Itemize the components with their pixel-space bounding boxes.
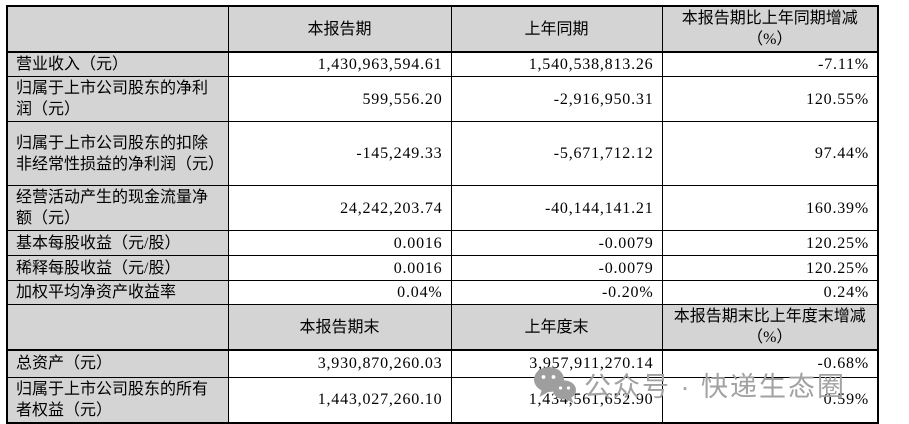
prior-value: -2,916,950.31 [450, 76, 663, 122]
current-value: 1,443,027,260.10 [227, 376, 452, 423]
col-header-current-period-end: 本报告期末 [227, 304, 452, 351]
prior-value: -0.20% [450, 280, 663, 305]
row-label: 经营活动产生的现金流量净额（元） [6, 185, 229, 231]
table-row-basic-eps: 基本每股收益（元/股） 0.0016 -0.0079 120.25% [6, 230, 879, 256]
current-value: 3,930,870,260.03 [227, 349, 452, 378]
current-value: 0.0016 [227, 255, 452, 281]
prior-value: -40,144,141.21 [450, 185, 663, 231]
col-header-period-change: 本报告期比上年同期增减 （%） [661, 5, 879, 53]
row-label: 归属于上市公司股东的净利润（元） [6, 76, 229, 122]
key-financials-table: 本报告期 上年同期 本报告期比上年同期增减 （%） 营业收入（元） 1,430,… [6, 5, 879, 424]
change-value: 120.25% [661, 255, 879, 281]
period-header-row: 本报告期 上年同期 本报告期比上年同期增减 （%） [6, 5, 879, 53]
current-value: -145,249.33 [227, 121, 452, 186]
row-label: 归属于上市公司股东的扣除非经常性损益的净利润（元） [6, 121, 229, 186]
prior-value: -0.0079 [450, 255, 663, 281]
table-row-operating-cash-flow: 经营活动产生的现金流量净额（元） 24,242,203.74 -40,144,1… [6, 185, 879, 231]
corner-cell [6, 5, 229, 53]
table-row-owners-equity: 归属于上市公司股东的所有者权益（元） 1,443,027,260.10 1,43… [6, 376, 879, 423]
change-value: 0.24% [661, 280, 879, 305]
change-value: -0.68% [661, 349, 879, 378]
change-value: 120.55% [661, 76, 879, 122]
col-header-period-change-line1: 本报告期比上年同期增减 [681, 10, 858, 27]
change-value: 0.59% [661, 376, 879, 423]
table-row-revenue: 营业收入（元） 1,430,963,594.61 1,540,538,813.2… [6, 51, 879, 77]
row-label: 稀释每股收益（元/股） [6, 255, 229, 281]
table-row-weighted-avg-roe: 加权平均净资产收益率 0.04% -0.20% 0.24% [6, 280, 879, 305]
col-header-current-period: 本报告期 [227, 5, 452, 53]
prior-value: 1,540,538,813.26 [450, 51, 663, 77]
change-value: 120.25% [661, 230, 879, 256]
row-label: 营业收入（元） [6, 51, 229, 77]
col-header-prior-year-end: 上年度末 [450, 304, 663, 351]
row-label: 总资产（元） [6, 349, 229, 378]
prior-value: 1,434,561,652.90 [450, 376, 663, 423]
change-value: 97.44% [661, 121, 879, 186]
prior-value: 3,957,911,270.14 [450, 349, 663, 378]
col-header-period-end-change-line1: 本报告期末比上年度末增减 [673, 308, 866, 325]
change-value: 160.39% [661, 185, 879, 231]
period-end-header-row: 本报告期末 上年度末 本报告期末比上年度末增减 （%） [6, 304, 879, 351]
col-header-prior-period: 上年同期 [450, 5, 663, 53]
table-row-net-profit: 归属于上市公司股东的净利润（元） 599,556.20 -2,916,950.3… [6, 76, 879, 122]
row-label: 归属于上市公司股东的所有者权益（元） [6, 376, 229, 423]
current-value: 0.0016 [227, 230, 452, 256]
prior-value: -5,671,712.12 [450, 121, 663, 186]
change-value: -7.11% [661, 51, 879, 77]
col-header-period-end-change-line2: （%） [747, 329, 793, 346]
table-row-diluted-eps: 稀释每股收益（元/股） 0.0016 -0.0079 120.25% [6, 255, 879, 281]
col-header-period-end-change: 本报告期末比上年度末增减 （%） [661, 304, 879, 351]
table-row-adjusted-net-profit: 归属于上市公司股东的扣除非经常性损益的净利润（元） -145,249.33 -5… [6, 121, 879, 186]
current-value: 1,430,963,594.61 [227, 51, 452, 77]
current-value: 0.04% [227, 280, 452, 305]
col-header-period-change-line2: （%） [747, 31, 793, 48]
row-label: 加权平均净资产收益率 [6, 280, 229, 305]
current-value: 24,242,203.74 [227, 185, 452, 231]
row-label: 基本每股收益（元/股） [6, 230, 229, 256]
current-value: 599,556.20 [227, 76, 452, 122]
corner-cell [6, 304, 229, 351]
table-row-total-assets: 总资产（元） 3,930,870,260.03 3,957,911,270.14… [6, 349, 879, 378]
prior-value: -0.0079 [450, 230, 663, 256]
